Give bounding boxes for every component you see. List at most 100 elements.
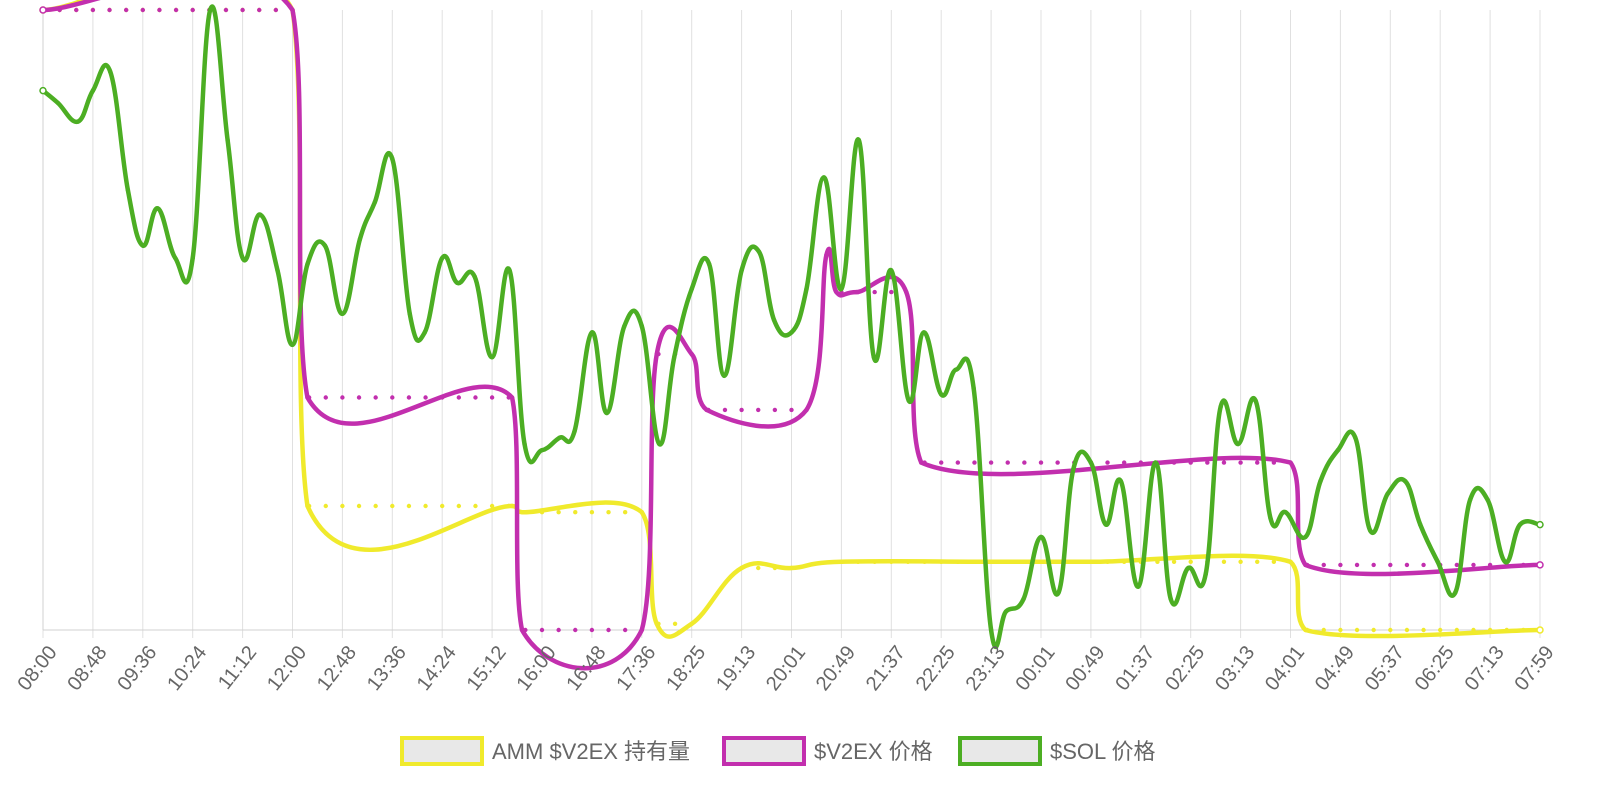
data-point[interactable] (322, 243, 328, 248)
data-point[interactable] (672, 355, 677, 360)
data-point[interactable] (939, 392, 944, 397)
data-point[interactable] (1271, 559, 1277, 564)
data-point[interactable] (173, 255, 178, 261)
data-point[interactable] (140, 243, 145, 248)
data-point[interactable] (489, 503, 495, 509)
data-point[interactable] (406, 395, 412, 400)
data-point[interactable] (123, 7, 129, 13)
data-point[interactable] (1021, 596, 1026, 602)
data-point[interactable] (1055, 460, 1060, 465)
data-point[interactable] (489, 395, 495, 400)
data-point[interactable] (756, 565, 761, 571)
data-point[interactable] (971, 386, 976, 391)
data-point[interactable] (1502, 559, 1508, 564)
data-point[interactable] (556, 510, 561, 515)
data-point[interactable] (523, 510, 528, 515)
data-point[interactable] (556, 627, 561, 633)
data-point[interactable] (257, 7, 262, 13)
data-point[interactable] (939, 460, 944, 465)
data-point[interactable] (39, 86, 47, 95)
data-point[interactable] (1038, 460, 1044, 465)
data-point[interactable] (939, 559, 944, 564)
data-point[interactable] (972, 460, 977, 465)
data-point[interactable] (1138, 460, 1144, 465)
data-point[interactable] (1288, 460, 1293, 465)
data-point[interactable] (557, 435, 562, 440)
data-point[interactable] (1487, 627, 1493, 633)
data-point[interactable] (273, 7, 279, 13)
data-point[interactable] (223, 7, 229, 13)
data-point[interactable] (572, 429, 577, 434)
data-point[interactable] (1385, 491, 1391, 496)
data-point[interactable] (789, 407, 794, 413)
data-point[interactable] (1038, 534, 1044, 540)
data-point[interactable] (1454, 627, 1460, 633)
data-point[interactable] (240, 255, 245, 261)
data-point[interactable] (1253, 398, 1258, 403)
data-point[interactable] (290, 7, 295, 13)
data-point[interactable] (1088, 460, 1094, 465)
data-point[interactable] (657, 441, 662, 447)
data-point[interactable] (1288, 559, 1293, 564)
data-point[interactable] (739, 565, 744, 571)
data-point[interactable] (257, 212, 263, 217)
data-point[interactable] (1155, 559, 1160, 564)
data-point[interactable] (422, 330, 427, 335)
data-point[interactable] (1435, 559, 1440, 564)
data-point[interactable] (905, 559, 911, 564)
data-point[interactable] (1171, 460, 1177, 465)
data-point[interactable] (1338, 627, 1343, 633)
data-point[interactable] (689, 286, 694, 292)
data-point[interactable] (519, 627, 525, 633)
data-point[interactable] (739, 268, 744, 273)
data-point[interactable] (972, 559, 977, 564)
data-point[interactable] (906, 398, 911, 403)
data-point[interactable] (140, 7, 145, 13)
data-point[interactable] (1072, 559, 1077, 564)
data-point[interactable] (90, 7, 96, 13)
data-point[interactable] (573, 510, 578, 515)
data-point[interactable] (1353, 435, 1358, 440)
data-point[interactable] (1421, 562, 1426, 568)
data-point[interactable] (489, 355, 495, 360)
data-point[interactable] (1418, 522, 1423, 527)
data-point[interactable] (290, 342, 295, 347)
data-point[interactable] (622, 627, 628, 633)
data-point[interactable] (739, 407, 744, 413)
data-point[interactable] (340, 311, 345, 316)
data-point[interactable] (1321, 562, 1326, 568)
data-point[interactable] (872, 559, 877, 564)
data-point[interactable] (589, 510, 595, 515)
data-point[interactable] (454, 280, 460, 285)
data-point[interactable] (1221, 460, 1227, 465)
data-point[interactable] (1454, 562, 1460, 568)
data-point[interactable] (988, 627, 994, 633)
data-point[interactable] (1517, 522, 1523, 527)
data-point[interactable] (423, 503, 428, 509)
data-point[interactable] (509, 395, 515, 400)
data-point[interactable] (125, 187, 131, 192)
data-point[interactable] (440, 503, 445, 509)
data-point[interactable] (834, 289, 839, 295)
data-point[interactable] (1055, 559, 1060, 564)
data-point[interactable] (1438, 627, 1443, 633)
data-point[interactable] (1186, 565, 1191, 571)
legend-item-amm[interactable]: AMM $V2EX 持有量 (400, 736, 690, 766)
data-point[interactable] (157, 7, 162, 13)
data-point[interactable] (1318, 479, 1323, 484)
data-point[interactable] (1404, 627, 1410, 633)
data-point[interactable] (672, 621, 678, 626)
data-point[interactable] (771, 317, 777, 323)
data-point[interactable] (372, 200, 378, 205)
data-point[interactable] (306, 503, 312, 509)
data-point[interactable] (656, 621, 661, 626)
data-point[interactable] (1188, 460, 1193, 465)
data-point[interactable] (573, 627, 578, 633)
data-point[interactable] (1485, 497, 1490, 502)
data-point[interactable] (75, 119, 81, 124)
data-point[interactable] (1056, 590, 1061, 595)
data-point[interactable] (473, 503, 478, 509)
data-point[interactable] (390, 156, 395, 161)
data-point[interactable] (207, 7, 213, 13)
data-point[interactable] (756, 407, 761, 413)
